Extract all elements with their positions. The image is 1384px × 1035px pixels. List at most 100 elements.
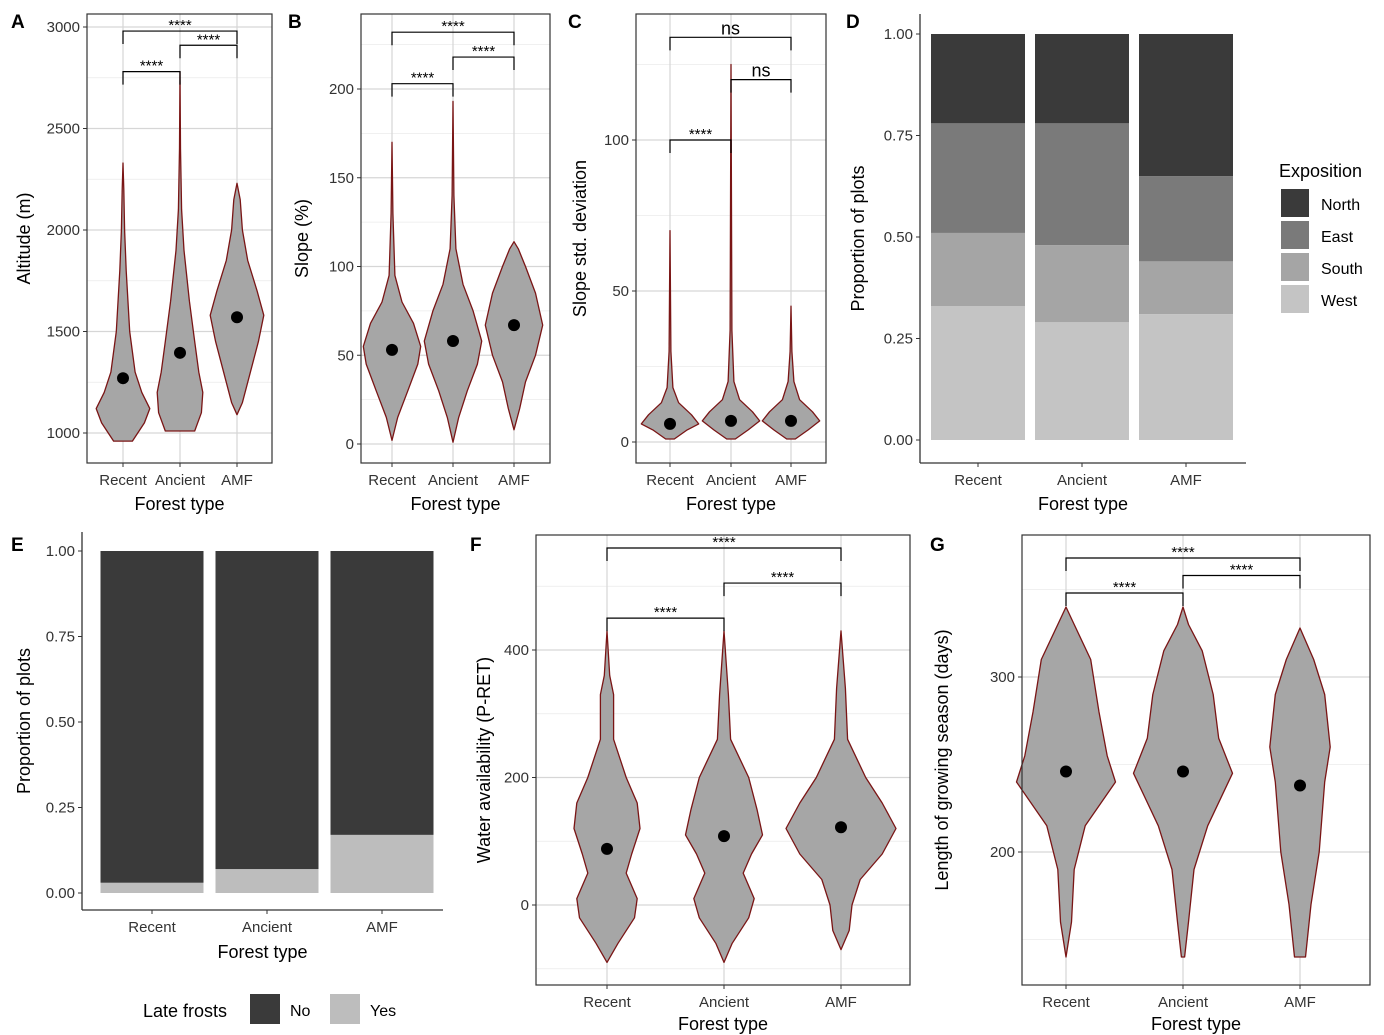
significance-label: **** [472, 43, 496, 60]
violin-recent [95, 162, 151, 442]
x-tick-label: AMF [221, 472, 253, 489]
x-axis-title: Forest type [1151, 1014, 1241, 1034]
mean-point-recent [117, 372, 129, 385]
panel-label: A [11, 12, 25, 33]
violin-amf [484, 241, 544, 431]
legend-label: East [1321, 229, 1354, 246]
significance-bracket [1065, 592, 1184, 606]
y-axis-title: Water availability (P-RET) [474, 657, 494, 863]
y-tick-label: 200 [329, 81, 354, 98]
y-tick-label: 100 [329, 259, 354, 276]
significance-label: **** [771, 569, 795, 586]
significance-label: **** [689, 126, 713, 143]
bar-segment-east [1035, 123, 1129, 246]
significance-bracket [606, 547, 842, 561]
x-axis-title: Forest type [217, 942, 307, 962]
y-axis-title: Proportion of plots [848, 165, 868, 311]
violin-ancient [1132, 606, 1234, 958]
mean-point-ancient [174, 346, 186, 359]
significance-label: **** [1113, 579, 1137, 596]
bar-segment-west [1139, 314, 1233, 440]
y-tick-label: 150 [329, 170, 354, 187]
mean-point-ancient [447, 335, 459, 348]
y-tick-label: 50 [612, 283, 629, 300]
violin-recent [362, 141, 422, 442]
bar-segment-north [1035, 34, 1129, 124]
x-tick-label: Ancient [1158, 994, 1209, 1011]
panel-label: B [288, 12, 302, 33]
y-tick-label: 0 [346, 436, 354, 453]
legend-swatch-north [1281, 189, 1309, 217]
significance-bracket [122, 71, 181, 85]
mean-point-recent [386, 343, 398, 356]
panel-border [635, 13, 827, 464]
panel-d: D 0.00 0.25 0.50 0.75 1.00 Recent Ancient AMF For… [846, 12, 1363, 514]
bar-segment-south [1139, 261, 1233, 315]
significance-bracket [1065, 557, 1301, 571]
y-tick-label: 0.75 [884, 128, 913, 145]
x-tick-label: Recent [1042, 994, 1090, 1011]
panel-label: E [11, 535, 24, 556]
mean-point-amf [835, 821, 847, 834]
panel-border [1021, 534, 1371, 986]
significance-bracket [179, 44, 238, 59]
violin-recent [1015, 606, 1117, 958]
bar-segment-west [931, 306, 1025, 440]
panel-g: G 200 300 Recent Ancient AMF Forest type Length… [930, 534, 1371, 1034]
y-axis-title: Proportion of plots [14, 648, 34, 794]
x-tick-label: AMF [775, 472, 807, 489]
legend-swatch-no [250, 994, 280, 1024]
panel-a: A 1000 1500 2000 2500 3000 Recent Ancient AMF For… [11, 12, 273, 514]
y-tick-label: 3000 [47, 19, 80, 36]
mean-point-ancient [1177, 765, 1189, 778]
significance-label: **** [1171, 544, 1195, 561]
y-tick-label: 0 [621, 434, 629, 451]
y-tick-label: 400 [504, 642, 529, 659]
bar-segment-south [931, 232, 1025, 307]
significance-bracket [723, 582, 842, 597]
y-tick-label: 1.00 [46, 543, 75, 560]
x-tick-label: Ancient [699, 994, 750, 1011]
y-tick-label: 1500 [47, 324, 80, 341]
x-axis-title: Forest type [1038, 494, 1128, 514]
y-tick-label: 2500 [47, 121, 80, 138]
panel-b: B 0 50 100 150 200 Recent Ancient AMF Forest type… [288, 12, 551, 514]
significance-label: **** [197, 31, 221, 48]
legend-swatch-yes [330, 994, 360, 1024]
violin-amf [209, 182, 265, 416]
mean-point-ancient [725, 414, 737, 427]
x-tick-label: Recent [583, 994, 631, 1011]
significance-bracket [122, 30, 238, 45]
x-axis-title: Forest type [686, 494, 776, 514]
mean-point-amf [508, 319, 520, 332]
bar-segment-south [1035, 245, 1129, 323]
x-tick-label: Recent [128, 919, 176, 936]
bar-segment-no [215, 551, 319, 870]
y-tick-label: 0 [521, 897, 529, 914]
significance-bracket [452, 56, 515, 71]
bar-segment-yes [215, 869, 319, 893]
mean-point-recent [1060, 765, 1072, 778]
x-axis-title: Forest type [410, 494, 500, 514]
bar-segment-west [1035, 322, 1129, 440]
x-tick-label: Ancient [242, 919, 293, 936]
legend-label: North [1321, 197, 1360, 214]
significance-bracket [391, 83, 454, 97]
y-tick-label: 0.00 [884, 432, 913, 449]
significance-label: **** [140, 58, 164, 75]
x-tick-label: Ancient [428, 472, 479, 489]
x-tick-label: Ancient [1057, 472, 1108, 489]
legend-label: South [1321, 261, 1363, 278]
panel-border [535, 534, 911, 986]
significance-bracket [391, 31, 515, 46]
violin-ancient [423, 100, 483, 443]
panel-label: F [470, 535, 482, 556]
mean-point-amf [1294, 779, 1306, 792]
x-tick-label: AMF [366, 919, 398, 936]
y-tick-label: 200 [504, 770, 529, 787]
violin-amf [761, 305, 821, 440]
panel-label: D [846, 12, 860, 33]
bar-segment-yes [100, 882, 204, 893]
y-tick-label: 0.00 [46, 885, 75, 902]
significance-bracket [730, 79, 792, 93]
